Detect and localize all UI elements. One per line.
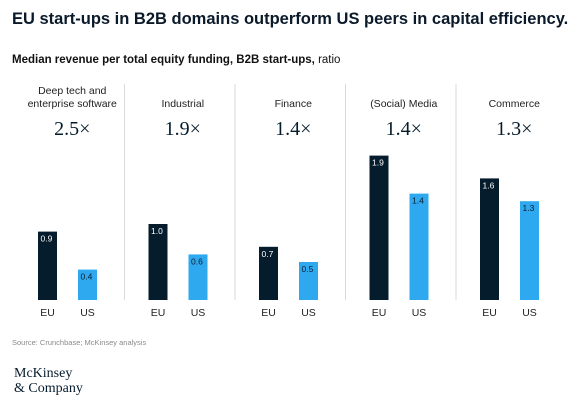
eu-bar — [148, 224, 168, 300]
us-bar — [520, 201, 539, 300]
bar-value-label: 1.6 — [483, 180, 495, 190]
bar-value-label: 1.3 — [523, 203, 535, 213]
bar-value-label: 0.5 — [302, 264, 314, 274]
ratio-label: 2.5× — [54, 118, 90, 140]
category-label: Finance — [275, 98, 313, 110]
us-bar — [409, 193, 429, 300]
chart-subtitle: Median revenue per total equity funding,… — [12, 54, 340, 66]
bar-value-label: 0.9 — [41, 234, 53, 244]
chart-title: EU start-ups in B2B domains outperform U… — [12, 10, 569, 28]
x-tick-label: US — [412, 307, 427, 319]
bar-value-label: 0.6 — [191, 256, 203, 266]
bar-value-label: 0.7 — [262, 249, 274, 259]
ratio-label: 1.4× — [275, 118, 311, 140]
category-label: Commerce — [489, 98, 541, 110]
eu-bar — [369, 155, 389, 300]
eu-bar — [38, 231, 57, 300]
category-label: Industrial — [161, 98, 204, 110]
x-tick-label: US — [301, 307, 316, 319]
ratio-label: 1.4× — [386, 118, 422, 140]
subtitle-measure: Median revenue per total equity funding,… — [12, 54, 315, 66]
mckinsey-logo: McKinsey & Company — [14, 366, 83, 396]
source-note: Source: Crunchbase; McKinsey analysis — [12, 338, 147, 347]
ratio-label: 1.3× — [496, 118, 532, 140]
category-label: Deep tech and — [38, 85, 106, 97]
x-tick-label: EU — [482, 307, 497, 319]
us-bar — [299, 262, 318, 300]
bar-value-label: 1.0 — [151, 226, 163, 236]
category-label: (Social) Media — [370, 98, 437, 110]
us-bar — [78, 269, 97, 300]
category-label: enterprise software — [28, 98, 117, 110]
bar-value-label: 1.4 — [412, 196, 424, 206]
logo-line-2: & Company — [14, 381, 83, 396]
x-tick-label: US — [80, 307, 95, 319]
subtitle-unit: ratio — [314, 54, 341, 66]
x-tick-label: US — [522, 307, 537, 319]
ratio-label: 1.9× — [165, 118, 201, 140]
logo-line-1: McKinsey — [14, 366, 73, 381]
x-tick-label: EU — [372, 307, 387, 319]
x-tick-label: EU — [40, 307, 55, 319]
bar-value-label: 0.4 — [81, 272, 93, 282]
x-tick-label: EU — [151, 307, 166, 319]
x-tick-label: US — [191, 307, 206, 319]
eu-bar — [259, 246, 278, 300]
x-tick-label: EU — [261, 307, 276, 319]
us-bar — [188, 254, 208, 300]
bar-value-label: 1.9 — [372, 158, 384, 168]
eu-bar — [480, 178, 499, 300]
